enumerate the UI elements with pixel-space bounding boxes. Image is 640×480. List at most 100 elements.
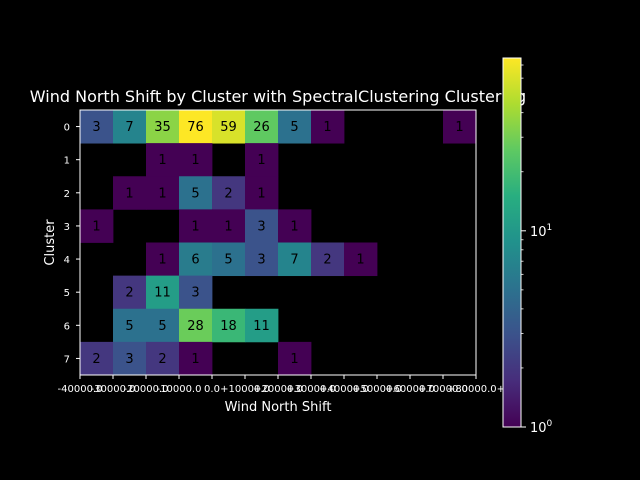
cell-value-label: 1 bbox=[191, 153, 199, 168]
cell-value-label: 3 bbox=[257, 219, 265, 234]
cell-value-label: 1 bbox=[191, 352, 199, 367]
heatmap-cells: 3 7 35 76 59 26 5 1 11 1 11 1 5 2 11 1 1 3 11 6 5 3 7 2 12 11 35 5 2… bbox=[80, 110, 477, 376]
y-tick-label: 1 bbox=[64, 156, 70, 167]
cell-value-label: 5 bbox=[158, 319, 166, 334]
cell-value-label: 1 bbox=[290, 219, 298, 234]
heatmap-cell bbox=[443, 110, 477, 144]
chart-title: Wind North Shift by Cluster with Spectra… bbox=[30, 87, 526, 106]
heatmap-cell bbox=[179, 341, 213, 376]
cell-value-label: 2 bbox=[158, 352, 166, 367]
x-tick-label: -10000.0 bbox=[157, 384, 202, 395]
cell-value-label: 5 bbox=[191, 186, 199, 201]
cell-value-label: 1 bbox=[323, 120, 331, 135]
heatmap-cell bbox=[278, 209, 312, 243]
heatmap-cell bbox=[278, 341, 312, 376]
cell-value-label: 7 bbox=[125, 120, 133, 135]
cell-value-label: 1 bbox=[125, 186, 133, 201]
heatmap-cell bbox=[344, 242, 378, 277]
heatmap-cell bbox=[245, 110, 279, 144]
y-tick-label: 3 bbox=[64, 222, 70, 233]
x-axis-label: Wind North Shift bbox=[225, 400, 332, 415]
heatmap-cell bbox=[245, 308, 279, 343]
cell-value-label: 5 bbox=[125, 319, 133, 334]
heatmap-cell bbox=[212, 242, 246, 277]
heatmap-cell bbox=[179, 176, 213, 210]
heatmap-cell bbox=[179, 308, 213, 343]
y-tick-label: 2 bbox=[64, 189, 70, 200]
heatmap-cell bbox=[146, 275, 180, 310]
x-tick-label: -40000.0 bbox=[58, 384, 103, 395]
cell-value-label: 1 bbox=[257, 153, 265, 168]
cell-value-label: 59 bbox=[220, 120, 237, 135]
cell-value-label: 5 bbox=[290, 120, 298, 135]
y-tick-label: 6 bbox=[64, 321, 70, 332]
y-tick-label: 7 bbox=[64, 354, 70, 365]
cell-value-label: 2 bbox=[125, 286, 133, 301]
cell-value-label: 2 bbox=[224, 186, 232, 201]
cell-value-label: 35 bbox=[154, 120, 171, 135]
cell-value-label: 1 bbox=[158, 153, 166, 168]
heatmap-cell bbox=[146, 242, 180, 277]
heatmap-cell bbox=[311, 242, 345, 277]
y-tick-label: 4 bbox=[64, 255, 70, 266]
x-tick-label: +20000.0 bbox=[253, 384, 303, 395]
heatmap-cell bbox=[179, 242, 213, 277]
colorbar bbox=[502, 57, 522, 428]
x-tick-label: +80000.0+ bbox=[447, 384, 505, 395]
cell-value-label: 11 bbox=[253, 319, 270, 334]
cell-value-label: 28 bbox=[187, 319, 204, 334]
cell-value-label: 6 bbox=[191, 253, 199, 268]
cell-value-label: 26 bbox=[253, 120, 270, 135]
cell-value-label: 1 bbox=[290, 352, 298, 367]
heatmap-cell bbox=[80, 341, 114, 376]
heatmap-cell bbox=[113, 341, 147, 376]
cell-value-label: 3 bbox=[92, 120, 100, 135]
x-tick-label: +10000.0 bbox=[220, 384, 270, 395]
cell-value-label: 76 bbox=[187, 120, 204, 135]
cell-value-label: 11 bbox=[154, 286, 171, 301]
cell-value-label: 1 bbox=[158, 253, 166, 268]
cell-value-label: 1 bbox=[158, 186, 166, 201]
heatmap-cell bbox=[179, 143, 213, 177]
cell-value-label: 5 bbox=[224, 253, 232, 268]
cell-value-label: 1 bbox=[455, 120, 463, 135]
heatmap-cell bbox=[113, 176, 147, 210]
heatmap-cell bbox=[245, 242, 279, 277]
y-axis-ticks: 0 1 2 3 4 5 6 7 bbox=[64, 123, 80, 365]
heatmap-cell bbox=[113, 110, 147, 144]
cell-value-label: 1 bbox=[92, 219, 100, 234]
heatmap-cell bbox=[80, 110, 114, 144]
heatmap-cell bbox=[311, 110, 345, 144]
heatmap-cell bbox=[146, 143, 180, 177]
x-axis-ticks: -40000.0-30000.0-20000.0-10000.0 0.0 +1000… bbox=[58, 375, 505, 395]
y-tick-label: 0 bbox=[64, 123, 70, 134]
heatmap-cell bbox=[146, 341, 180, 376]
heatmap-cell bbox=[212, 308, 246, 343]
cell-value-label: 7 bbox=[290, 253, 298, 268]
x-tick-label: +50000.0 bbox=[352, 384, 402, 395]
heatmap-cell bbox=[278, 242, 312, 277]
cell-value-label: 3 bbox=[191, 286, 199, 301]
x-tick-label: +70000.0 bbox=[418, 384, 468, 395]
heatmap-cell bbox=[278, 110, 312, 144]
heatmap-cell bbox=[146, 110, 180, 144]
x-tick-label: -30000.0 bbox=[91, 384, 136, 395]
cell-value-label: 2 bbox=[323, 253, 331, 268]
cell-value-label: 3 bbox=[125, 352, 133, 367]
heatmap-cell bbox=[212, 110, 246, 144]
heatmap-cell bbox=[179, 110, 213, 144]
x-tick-label: +60000.0 bbox=[385, 384, 435, 395]
x-tick-label: +40000.0 bbox=[319, 384, 369, 395]
heatmap-cell bbox=[245, 209, 279, 243]
x-tick-label: -20000.0 bbox=[124, 384, 169, 395]
cell-value-label: 18 bbox=[220, 319, 237, 334]
heatmap-cell bbox=[80, 209, 114, 243]
cell-value-label: 1 bbox=[257, 186, 265, 201]
heatmap-cell bbox=[146, 176, 180, 210]
cell-value-label: 1 bbox=[224, 219, 232, 234]
heatmap-cell bbox=[113, 308, 147, 343]
heatmap-cell bbox=[245, 143, 279, 177]
y-tick-label: 5 bbox=[64, 288, 70, 299]
x-tick-label: 0.0 bbox=[204, 384, 220, 395]
heatmap-cell bbox=[245, 176, 279, 210]
